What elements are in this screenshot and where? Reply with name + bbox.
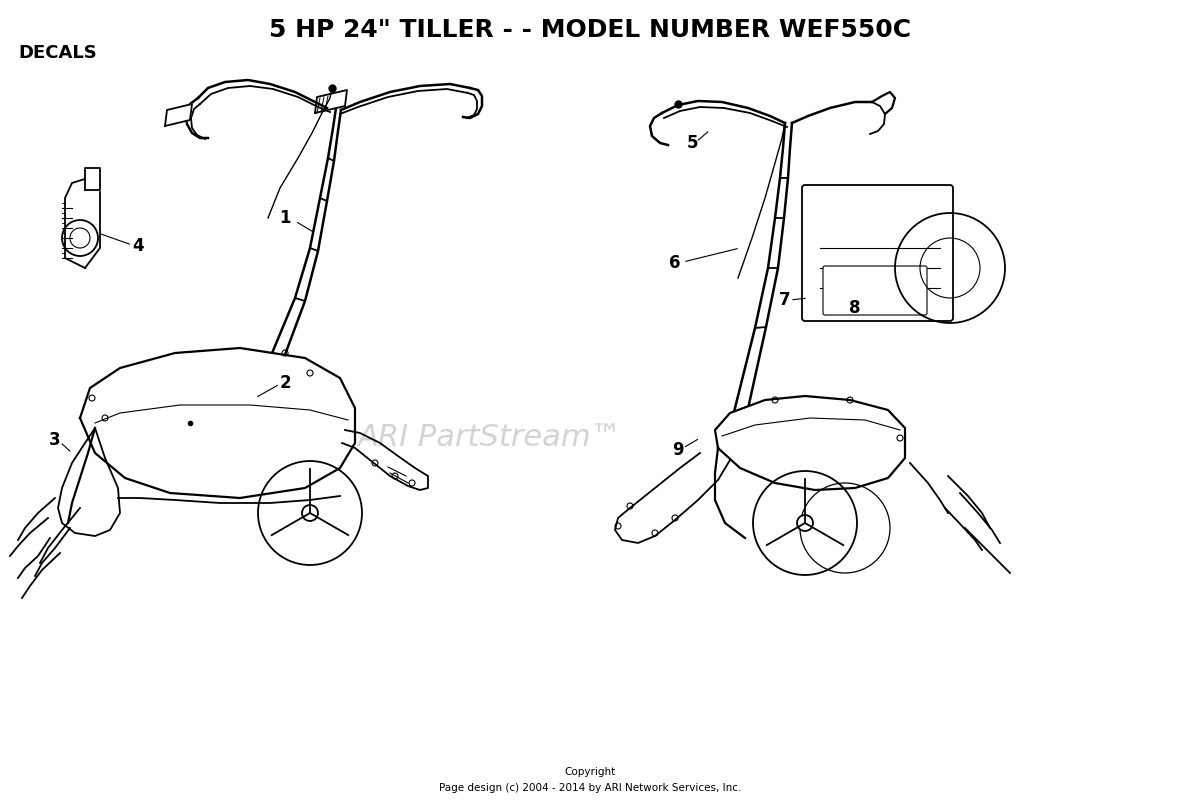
- Text: 5 HP 24" TILLER - - MODEL NUMBER WEF550C: 5 HP 24" TILLER - - MODEL NUMBER WEF550C: [269, 18, 911, 42]
- Text: 3: 3: [50, 431, 61, 449]
- Text: 7: 7: [779, 291, 791, 309]
- Text: 1: 1: [280, 209, 290, 227]
- FancyBboxPatch shape: [802, 185, 953, 321]
- Polygon shape: [65, 178, 100, 268]
- Polygon shape: [85, 168, 100, 190]
- Text: Copyright
Page design (c) 2004 - 2014 by ARI Network Services, Inc.: Copyright Page design (c) 2004 - 2014 by…: [439, 768, 741, 793]
- Text: 2: 2: [280, 374, 290, 392]
- Polygon shape: [80, 348, 355, 498]
- Circle shape: [302, 505, 317, 521]
- Polygon shape: [342, 430, 428, 490]
- FancyBboxPatch shape: [822, 266, 927, 315]
- Text: 9: 9: [673, 441, 684, 459]
- Text: 6: 6: [669, 254, 681, 272]
- Polygon shape: [315, 90, 347, 113]
- Polygon shape: [165, 104, 192, 126]
- Text: ARI PartStream™: ARI PartStream™: [358, 423, 622, 452]
- Text: 8: 8: [850, 299, 860, 317]
- Text: 4: 4: [132, 237, 144, 255]
- Text: DECALS: DECALS: [18, 44, 97, 62]
- Circle shape: [796, 515, 813, 531]
- Polygon shape: [58, 428, 120, 536]
- Text: 5: 5: [687, 134, 697, 152]
- Polygon shape: [715, 396, 905, 490]
